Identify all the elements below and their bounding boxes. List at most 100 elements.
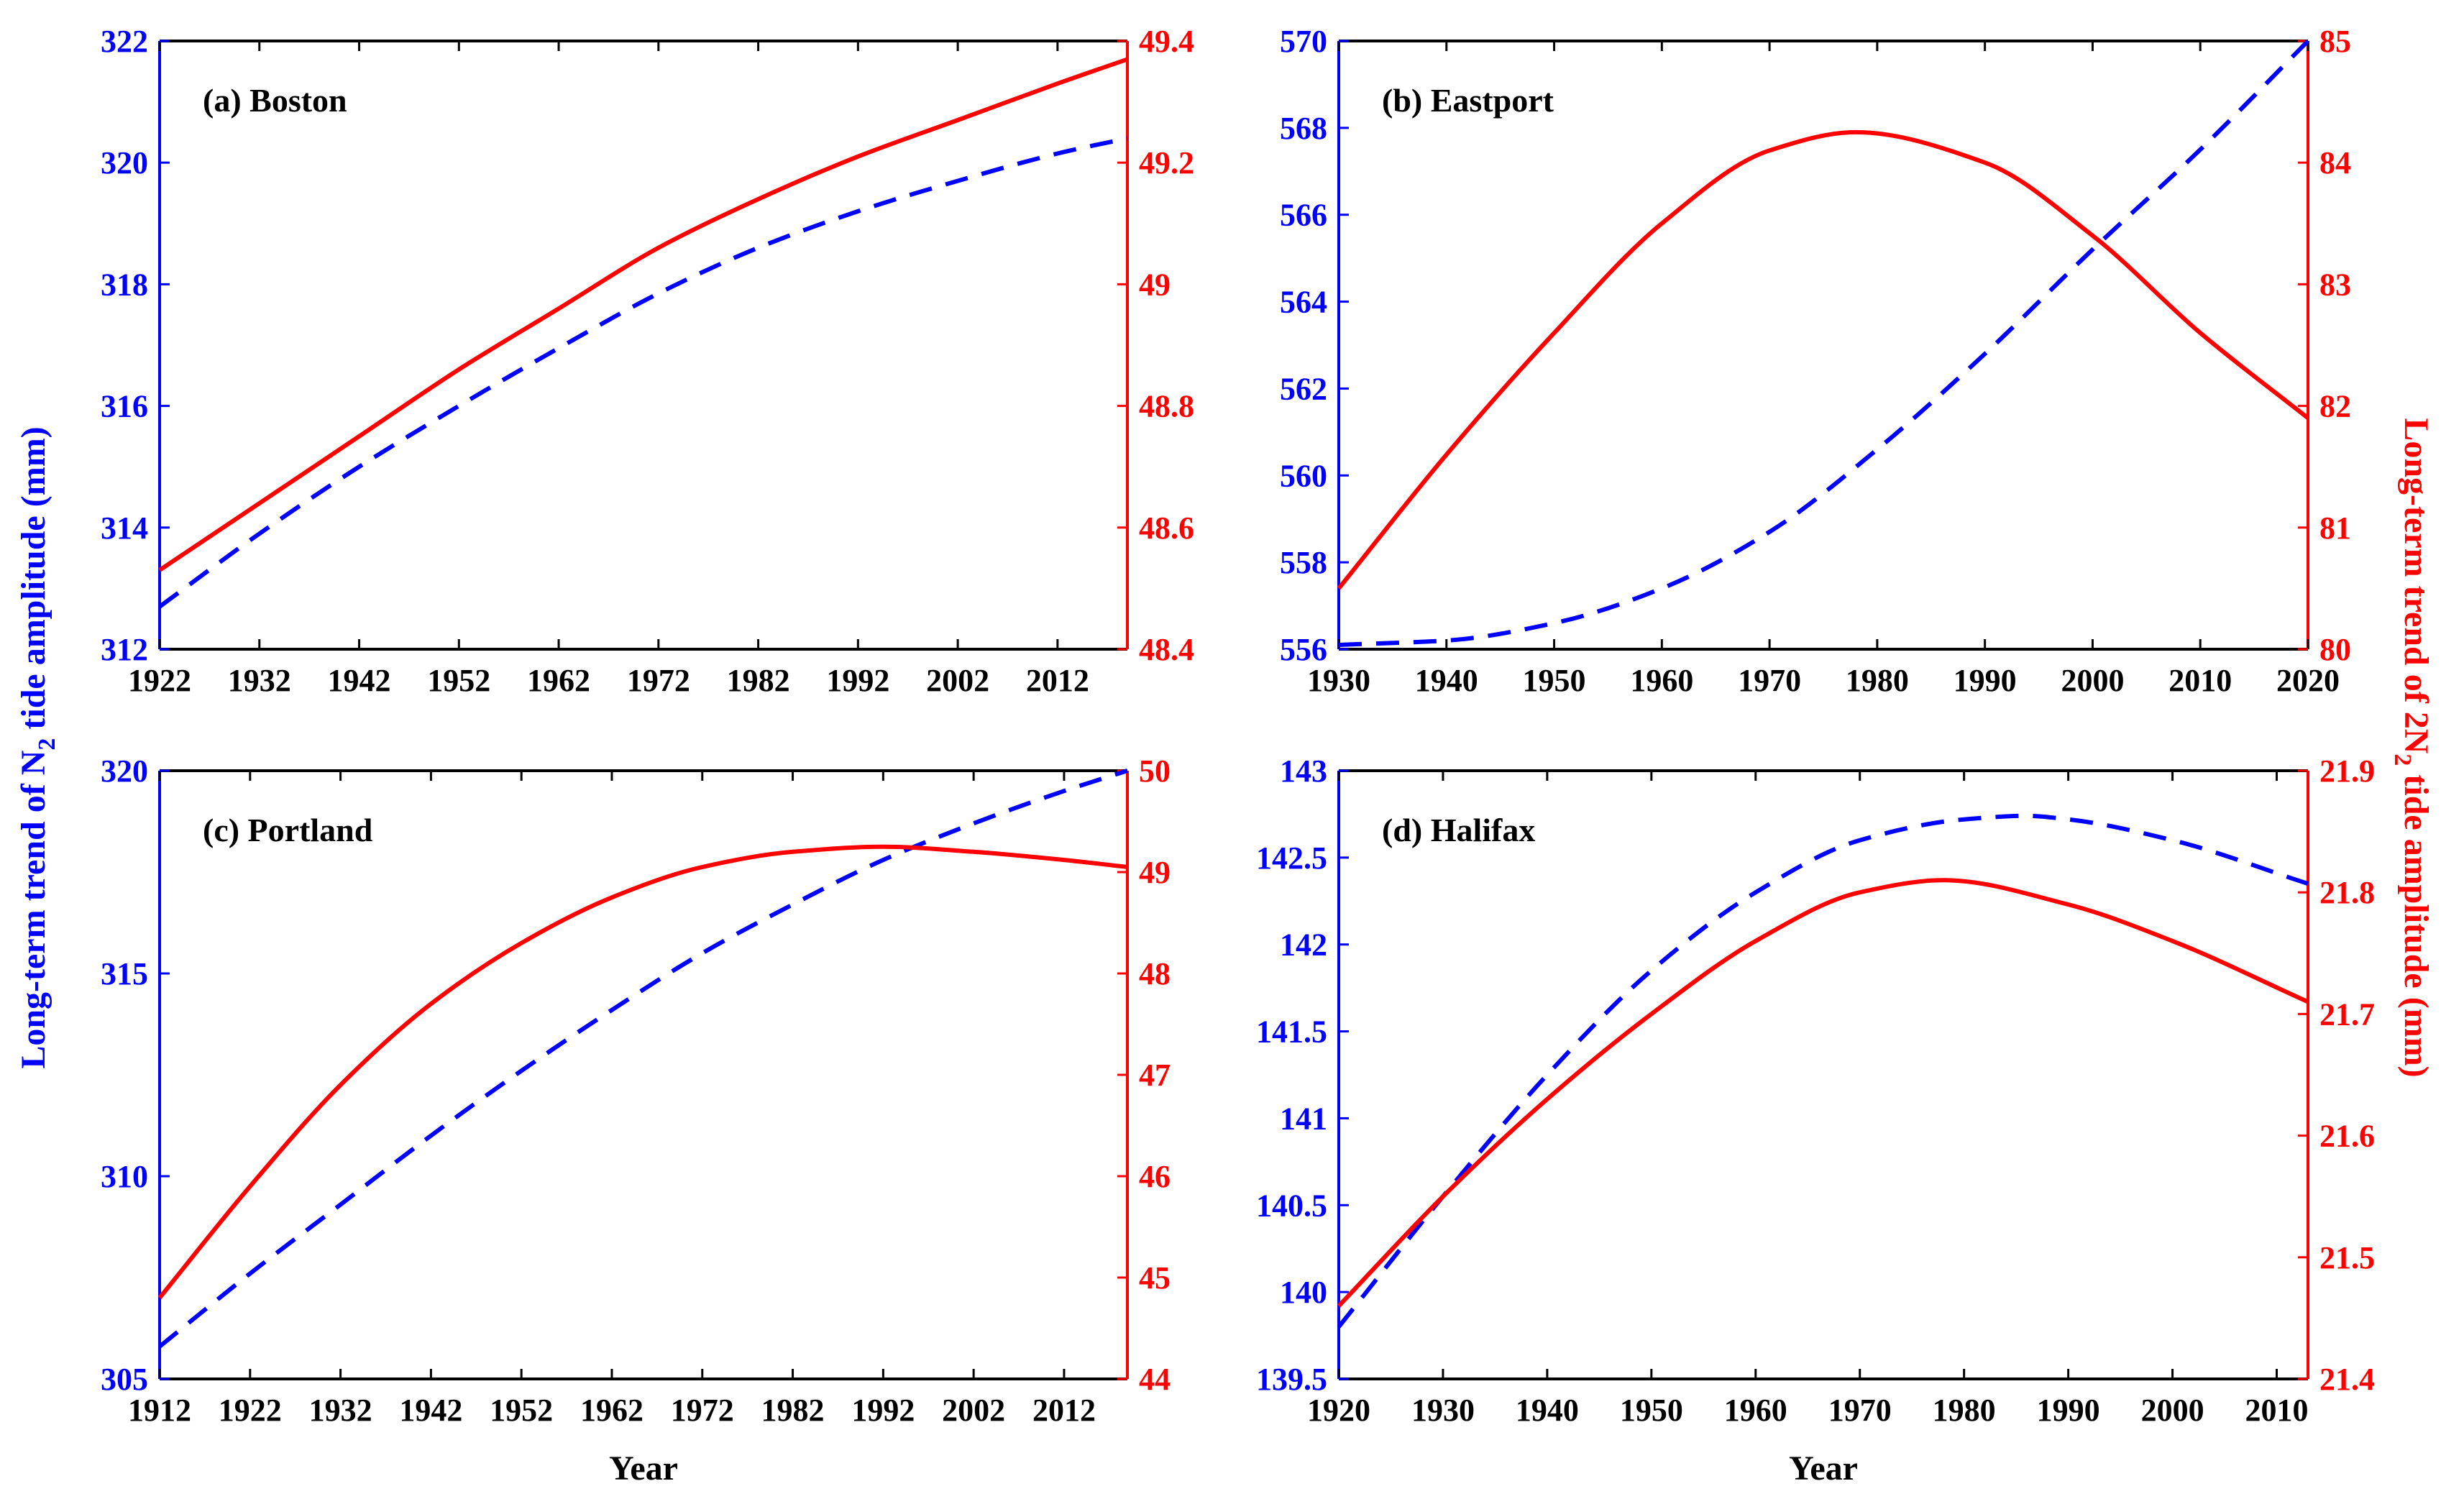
y-right-tick-label: 82 xyxy=(2319,389,2351,424)
x-tick-label: 1970 xyxy=(1738,663,1801,698)
n2-dashed-line xyxy=(158,136,1128,609)
x-tick-label: 2010 xyxy=(2168,663,2232,698)
y-left-tick-label: 314 xyxy=(101,510,148,546)
panel-portland: 1912 1922 1932 1942 1952 1962 1972 1982 1992 2002… xyxy=(101,753,1171,1487)
y-right-tick-label: 83 xyxy=(2319,267,2351,302)
x-tick-label: 1932 xyxy=(309,1393,372,1428)
x-tick-label: 2020 xyxy=(2276,663,2340,698)
x-tick-label: 1992 xyxy=(826,663,889,698)
y-left-tick-label: 140.5 xyxy=(1256,1188,1327,1223)
x-tick-label: 1922 xyxy=(219,1393,282,1428)
x-tick-label: 1922 xyxy=(128,663,191,698)
y-right-tick-label: 21.6 xyxy=(2319,1119,2375,1154)
x-tick-label: 1912 xyxy=(128,1393,191,1428)
x-tick-label: 1930 xyxy=(1307,663,1370,698)
x-tick-label: 1930 xyxy=(1411,1393,1475,1428)
right-axis-label: Long-term trend of 2N2 tide amplitude (m… xyxy=(2389,418,2435,1077)
y-right-tick-label: 48 xyxy=(1139,956,1171,991)
y-left-tick-label: 310 xyxy=(101,1159,148,1194)
x-tick-label: 1972 xyxy=(671,1393,734,1428)
panel-title: (d) Halifax xyxy=(1382,812,1535,848)
y-left-tick-label: 564 xyxy=(1280,285,1327,320)
y-right-tick-label: 50 xyxy=(1139,753,1171,789)
y-right-tick-label: 49.2 xyxy=(1139,145,1194,180)
x-tick-label: 1950 xyxy=(1620,1393,1683,1428)
y-left-tick-label: 318 xyxy=(101,267,148,302)
x-tick-label: 2000 xyxy=(2061,663,2124,698)
x-tick-label: 1942 xyxy=(328,663,391,698)
x-tick-label: 1990 xyxy=(1954,663,2017,698)
y-right-tick-label: 49 xyxy=(1139,855,1171,890)
y-right-tick-label: 49 xyxy=(1139,267,1171,302)
y-left-tick-label: 142.5 xyxy=(1256,840,1327,876)
x-tick-label: 1952 xyxy=(490,1393,553,1428)
x-tick-label: 1990 xyxy=(2037,1393,2100,1428)
panel-title: (c) Portland xyxy=(203,812,373,848)
x-tick-label: 2002 xyxy=(942,1393,1005,1428)
x-tick-label: 1960 xyxy=(1630,663,1693,698)
x-tick-label: 2002 xyxy=(926,663,989,698)
n2-dashed-line xyxy=(158,769,1128,1349)
x-tick-label: 1962 xyxy=(580,1393,644,1428)
y-left-tick-label: 315 xyxy=(101,956,148,991)
x-tick-label: 1952 xyxy=(427,663,490,698)
panel-title: (b) Eastport xyxy=(1382,82,1554,119)
y-left-tick-label: 560 xyxy=(1280,458,1327,493)
y-right-tick-label: 85 xyxy=(2319,24,2351,59)
panel-title: (a) Boston xyxy=(203,82,347,119)
panel-boston: 1922 1932 1942 1952 1962 1972 1982 1992 2002 2012… xyxy=(101,24,1194,698)
x-tick-label: 1932 xyxy=(228,663,291,698)
y-right-tick-label: 46 xyxy=(1139,1159,1171,1194)
x-tick-label: 1920 xyxy=(1307,1393,1370,1428)
y-left-tick-label: 558 xyxy=(1280,545,1327,580)
left-axis-label: Long-term trend of N2 tide amplitude (mm… xyxy=(14,426,60,1068)
x-tick-label: 1962 xyxy=(527,663,590,698)
x-tick-label: 1960 xyxy=(1724,1393,1787,1428)
x-tick-label: 1980 xyxy=(1846,663,1909,698)
x-tick-label: 2012 xyxy=(1026,663,1089,698)
y-right-tick-label: 47 xyxy=(1139,1058,1171,1093)
x-tick-label: 1950 xyxy=(1523,663,1586,698)
y-right-tick-label: 49.4 xyxy=(1139,24,1194,59)
y-right-tick-label: 21.9 xyxy=(2319,753,2375,789)
y-left-tick-label: 142 xyxy=(1280,927,1327,963)
y-right-tick-label: 48.8 xyxy=(1139,389,1194,424)
y-left-tick-label: 556 xyxy=(1280,632,1327,667)
y-left-tick-label: 568 xyxy=(1280,111,1327,146)
x-tick-label: 1942 xyxy=(399,1393,462,1428)
y-right-tick-label: 81 xyxy=(2319,510,2351,546)
n2-dashed-line xyxy=(1338,39,2310,647)
x-tick-label: 2012 xyxy=(1032,1393,1096,1428)
x-tick-label: 1970 xyxy=(1828,1393,1892,1428)
x-tick-label: 1982 xyxy=(761,1393,825,1428)
x-tick-label: 1940 xyxy=(1516,1393,1579,1428)
y-left-tick-label: 562 xyxy=(1280,371,1327,406)
y-left-tick-label: 322 xyxy=(101,24,148,59)
y-left-tick-label: 139.5 xyxy=(1256,1362,1327,1397)
y-left-tick-label: 316 xyxy=(101,389,148,424)
y-left-tick-label: 143 xyxy=(1280,753,1327,789)
2n2-solid-line xyxy=(157,844,1128,1300)
y-right-tick-label: 48.6 xyxy=(1139,510,1194,546)
x-tick-label: 1980 xyxy=(1933,1393,1996,1428)
x-tick-label: 1940 xyxy=(1415,663,1478,698)
x-axis-label: Year xyxy=(1789,1449,1858,1487)
2n2-solid-line xyxy=(158,57,1128,572)
y-left-tick-label: 312 xyxy=(101,632,148,667)
x-tick-label: 2000 xyxy=(2141,1393,2204,1428)
y-right-tick-label: 21.7 xyxy=(2319,996,2375,1032)
y-right-tick-label: 84 xyxy=(2319,145,2351,180)
x-tick-label: 1992 xyxy=(851,1393,915,1428)
panel-halifax: 1920 1930 1940 1950 1960 1970 1980 1990 2000 2010… xyxy=(1256,753,2375,1487)
y-right-tick-label: 80 xyxy=(2319,632,2351,667)
2n2-solid-line xyxy=(1337,129,2309,590)
x-tick-label: 2010 xyxy=(2245,1393,2309,1428)
n2-dashed-line xyxy=(1337,813,2309,1329)
x-axis-label: Year xyxy=(609,1449,678,1487)
y-left-tick-label: 320 xyxy=(101,145,148,180)
panel-eastport: 1930 1940 1950 1960 1970 1980 1990 2000 2010 2020… xyxy=(1280,24,2351,698)
y-right-tick-label: 44 xyxy=(1139,1362,1171,1397)
y-left-tick-label: 141 xyxy=(1280,1101,1327,1136)
x-tick-label: 1982 xyxy=(727,663,790,698)
